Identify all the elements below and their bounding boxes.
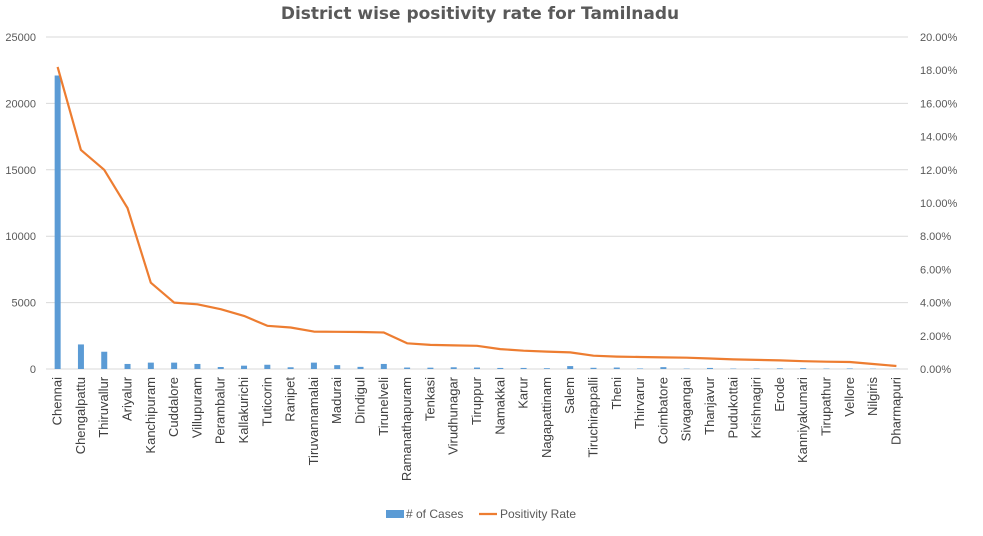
category-label: Nilgiris [865,377,880,417]
y2-tick-label: 2.00% [920,331,951,343]
bar [706,367,713,369]
bar [147,362,154,369]
y-tick-label: 20000 [5,98,36,110]
category-label: Pudukottai [725,377,740,439]
bar [613,367,620,369]
legend-label-cases: # of Cases [406,507,463,521]
category-label: Tirunelveli [376,377,391,436]
bar [287,367,294,369]
category-label: Dindigul [353,377,368,424]
category-label: Villupuram [189,377,204,438]
bar-series [54,75,900,370]
category-label: Tiruchirappalli [586,377,601,458]
category-label: Sivagangai [679,377,694,441]
y2-tick-label: 10.00% [920,198,958,210]
bar [520,367,527,369]
bar [171,362,178,369]
gridlines [46,36,908,370]
y-tick-label: 25000 [5,32,36,44]
category-label: Chennai [50,377,65,426]
category-label: Tirupathur [819,376,834,435]
category-label: Thanjavur [702,376,717,434]
category-label: Namakkal [492,377,507,435]
y2-tick-label: 8.00% [920,231,951,243]
chart-title: District wise positivity rate for Tamiln… [281,4,679,24]
legend-swatch-cases [386,510,404,518]
category-label: Kallakurichi [236,377,251,444]
bar [380,363,387,369]
bar [194,363,201,369]
category-label: Madurai [329,377,344,424]
right-axis: 0.00% 2.00% 4.00% 6.00% 8.00% 10.00% 12.00% 14.… [920,32,958,376]
y2-tick-label: 6.00% [920,264,951,276]
bar [54,75,61,370]
category-label: Chengalpattu [73,377,88,454]
category-labels: Chennai Chengalpattu Thiruvallur Ariyalur Ka… [50,376,904,481]
category-label: Coimbatore [655,377,670,444]
y2-tick-label: 4.00% [920,298,951,310]
bar [497,367,504,369]
bar [77,344,84,369]
category-label: Thirvarur [632,376,647,429]
bar [264,364,271,369]
bar [543,368,550,369]
bar [241,365,248,369]
category-label: Erode [772,377,787,412]
category-label: Virudhunagar [446,376,461,454]
positivity-rate-line [56,66,897,368]
bar [124,363,131,369]
bar [776,368,783,369]
category-label: Nagapattinam [539,377,554,458]
y2-tick-label: 12.00% [920,165,958,177]
category-label: Vellore [842,377,857,417]
legend: # of Cases Positivity Rate [386,507,576,521]
bar [101,351,108,369]
category-label: Tiruvannamalai [306,377,321,466]
bar [334,365,341,369]
category-label: Salem [562,377,577,414]
y-tick-label: 5000 [12,298,36,310]
bar [800,368,807,369]
category-label: Dharmapuri [888,377,903,445]
bar [846,368,853,369]
left-axis: 0 5000 10000 15000 20000 25000 [5,32,36,376]
category-label: Cuddalore [166,377,181,437]
category-label: Tiruppur [469,376,484,425]
legend-label-rate: Positivity Rate [500,507,576,521]
y2-tick-label: 18.00% [920,65,958,77]
bar [567,366,574,369]
category-label: Tenkasi [422,377,437,421]
category-label: Tuticorin [259,377,274,426]
category-label: Kanniyakumari [795,377,810,463]
y-tick-label: 10000 [5,231,36,243]
bar [450,367,457,369]
bar [660,367,667,369]
y2-tick-label: 14.00% [920,132,958,144]
category-label: Perambalur [213,376,228,444]
bar [590,367,597,369]
category-label: Thiruvallur [96,376,111,437]
category-label: Ramanathapuram [399,377,414,481]
category-label: Theni [609,377,624,410]
category-label: Karur [516,376,531,408]
y2-tick-label: 16.00% [920,98,958,110]
bar [474,367,480,369]
bar [357,366,364,369]
category-label: Ariyalur [120,376,135,421]
bar [637,368,644,369]
bar [427,367,434,369]
y-tick-label: 0 [30,364,36,376]
y-tick-label: 15000 [5,165,36,177]
bar [404,367,411,369]
bar [217,367,224,369]
category-label: Krishnagiri [749,377,764,439]
y2-tick-label: 20.00% [920,32,958,44]
category-label: Kanchipuram [143,377,158,454]
y2-tick-label: 0.00% [920,364,951,376]
bar [310,362,317,369]
category-label: Ranipet [283,377,298,422]
